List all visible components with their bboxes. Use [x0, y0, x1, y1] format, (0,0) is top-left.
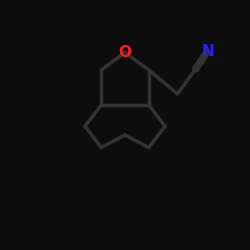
- Text: O: O: [118, 45, 132, 60]
- Text: N: N: [201, 44, 214, 59]
